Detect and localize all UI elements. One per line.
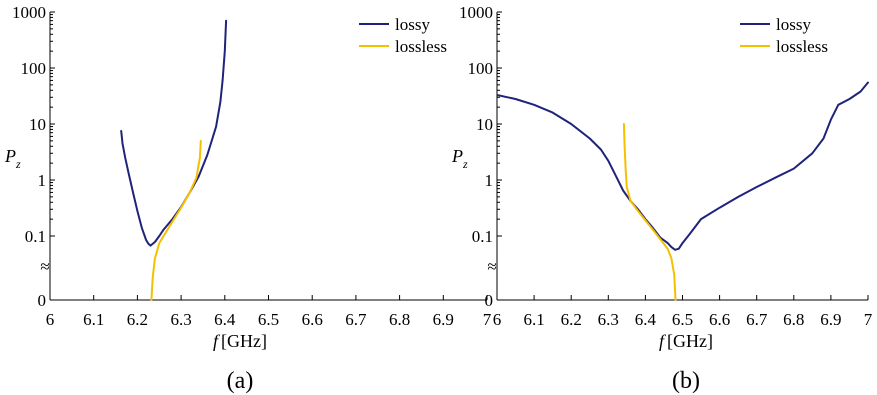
x-tick-label: 6.5 [258, 310, 279, 329]
x-tick-label: 6.5 [672, 310, 693, 329]
x-axis-label-unit: [GHz] [221, 331, 267, 351]
x-axis-label: f [GHz] [659, 331, 713, 351]
legend-label-lossy: lossy [776, 15, 811, 34]
y-axis-break-symbol: ≈ [487, 257, 496, 276]
x-tick-label: 6.4 [214, 310, 236, 329]
y-axis-label-symbol: P [451, 146, 463, 166]
y-tick-label: 1 [485, 171, 494, 190]
x-tick-label: 6.7 [746, 310, 768, 329]
series-line-lossy [497, 81, 869, 251]
series-line-lossy [120, 19, 228, 247]
y-tick-label: 1 [38, 171, 47, 190]
x-tick-label: 6.4 [635, 310, 657, 329]
x-axis-label: f [GHz] [213, 331, 267, 351]
y-tick-label: 0.1 [25, 227, 46, 246]
x-axis-label-unit: [GHz] [667, 331, 713, 351]
x-tick-label: 6.8 [389, 310, 410, 329]
series-line-lossless [622, 123, 677, 301]
x-tick-label: 6.1 [83, 310, 104, 329]
x-tick-label: 7 [483, 310, 492, 329]
x-tick-label: 6 [46, 310, 55, 329]
y-tick-label: 100 [21, 59, 47, 78]
legend-label-lossless: lossless [776, 37, 828, 56]
y-tick-label: 0 [485, 291, 494, 310]
x-tick-label: 6.2 [127, 310, 148, 329]
series-line-lossless [150, 139, 202, 301]
x-tick-label: 6.3 [598, 310, 619, 329]
x-tick-label: 6.2 [561, 310, 582, 329]
y-tick-label: 1000 [12, 3, 46, 22]
x-tick-label: 6.7 [345, 310, 367, 329]
panel-label: (b) [672, 368, 700, 394]
x-tick-label: 7 [864, 310, 873, 329]
y-tick-label: 10 [29, 115, 46, 134]
y-tick-label: 10 [476, 115, 493, 134]
x-tick-label: 6.1 [523, 310, 544, 329]
x-axis-label-symbol: f [213, 331, 221, 351]
panel-label: (a) [227, 368, 254, 394]
y-tick-label: 100 [468, 59, 494, 78]
y-tick-label: 0.1 [472, 227, 493, 246]
y-axis-label-symbol: P [4, 146, 16, 166]
legend-label-lossy: lossy [395, 15, 430, 34]
x-tick-label: 6.9 [433, 310, 454, 329]
y-axis-break-symbol: ≈ [40, 257, 49, 276]
x-tick-label: 6.8 [783, 310, 804, 329]
x-tick-label: 6.6 [302, 310, 323, 329]
x-tick-label: 6.9 [820, 310, 841, 329]
y-tick-label: 1000 [459, 3, 493, 22]
legend-label-lossless: lossless [395, 37, 447, 56]
x-tick-label: 6 [493, 310, 502, 329]
y-axis-label: Pz [451, 146, 468, 171]
x-tick-label: 6.6 [709, 310, 730, 329]
y-axis-label: Pz [4, 146, 21, 171]
y-tick-label: 0 [38, 291, 47, 310]
x-tick-label: 6.3 [170, 310, 191, 329]
x-axis-label-symbol: f [659, 331, 667, 351]
y-axis-label-subscript: z [15, 157, 21, 171]
y-axis-label-subscript: z [462, 157, 468, 171]
chart-panel-b: ≈1000 100 10 1 0.1 06 6.1 6.2 6.3 6.4 6.5 6.6 6.7 6.8… [451, 3, 873, 394]
